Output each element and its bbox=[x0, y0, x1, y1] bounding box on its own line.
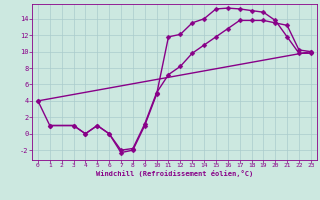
X-axis label: Windchill (Refroidissement éolien,°C): Windchill (Refroidissement éolien,°C) bbox=[96, 170, 253, 177]
